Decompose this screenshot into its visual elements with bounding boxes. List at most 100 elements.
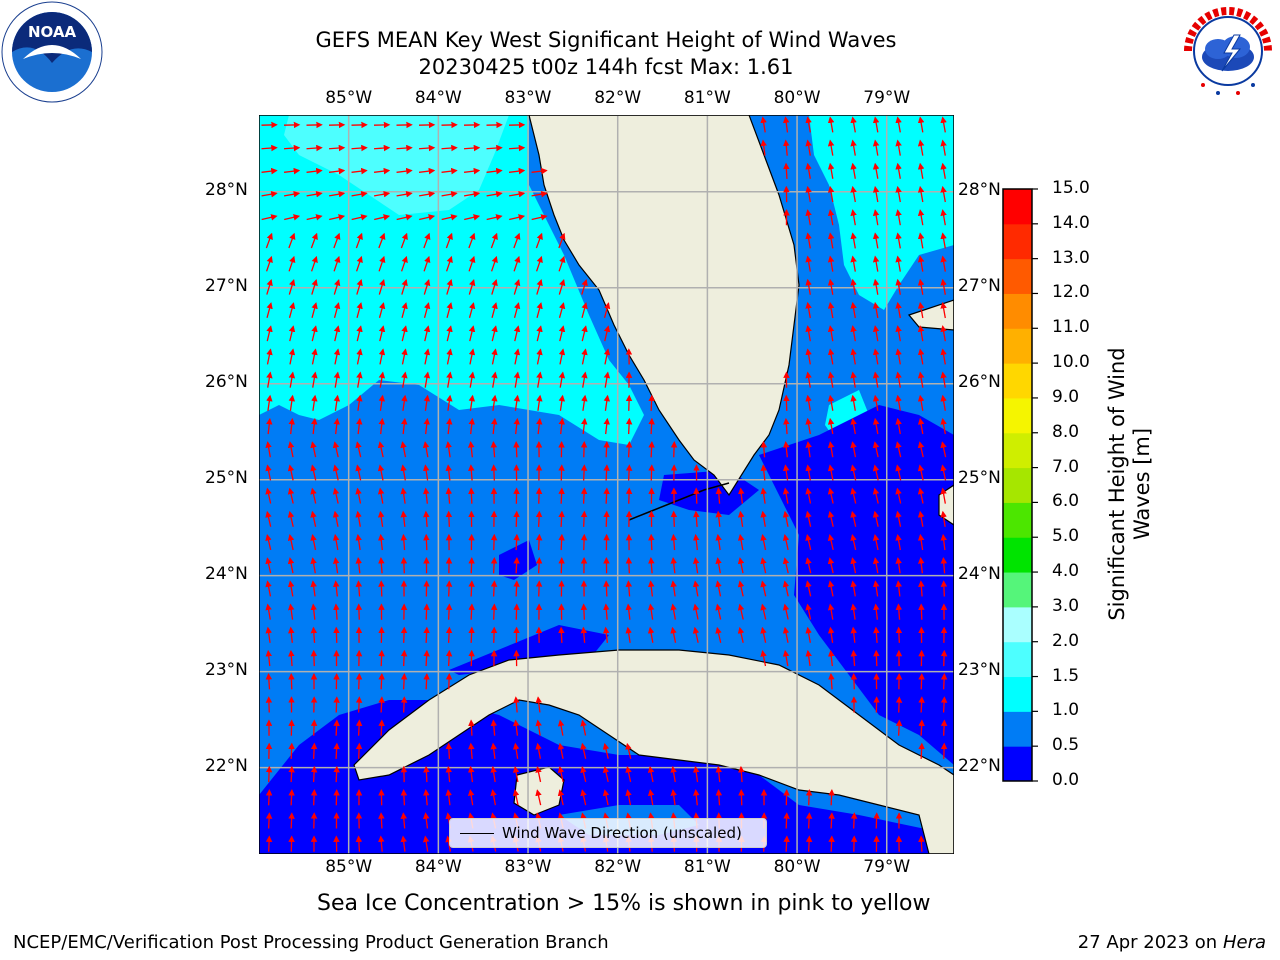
wave-direction-arrow [715,487,723,504]
wave-direction-arrow [805,534,812,551]
wave-direction-arrow [940,487,947,504]
wave-direction-arrow [468,719,475,736]
wave-direction-arrow [265,534,272,551]
wave-direction-arrow [828,835,835,852]
wave-direction-arrow [310,765,318,783]
wave-direction-arrow [378,580,385,597]
colorbar-tick-label: 11.0 [1052,317,1090,338]
wave-direction-arrow [625,765,632,783]
wave-direction-arrow [850,534,857,551]
wave-direction-arrow [940,673,948,690]
wave-direction-arrow [535,487,543,504]
wave-direction-arrow [760,533,767,551]
wave-direction-arrow [760,441,768,458]
wave-direction-arrow [715,533,722,551]
wave-direction-arrow [535,580,543,597]
wave-direction-arrow [625,557,633,574]
wave-direction-arrow [940,185,947,203]
wave-direction-arrow [468,278,476,295]
wave-direction-arrow [378,302,386,319]
wave-direction-arrow [647,765,655,783]
wave-direction-arrow [872,533,880,551]
wave-direction-arrow [828,649,835,667]
wave-direction-arrow [287,510,295,527]
wave-direction-arrow [306,144,323,152]
wave-direction-arrow [288,789,295,806]
wave-direction-arrow [513,278,521,295]
sea-ice-note: Sea Ice Concentration > 15% is shown in … [317,891,931,916]
wave-direction-arrow [328,167,346,175]
wave-direction-arrow [940,255,947,272]
wave-direction-arrow [490,719,498,736]
wave-direction-arrow [490,765,497,783]
lon-label-bottom: 79°W [863,857,911,877]
wave-direction-arrow [423,603,430,620]
wave-direction-arrow [827,232,835,249]
wave-direction-arrow [355,533,362,551]
wave-direction-arrow [445,464,452,481]
wave-direction-arrow [265,789,273,806]
wave-direction-arrow [333,232,341,249]
wave-direction-arrow [581,302,588,319]
wave-direction-arrow [288,417,295,435]
wave-direction-arrow [445,510,453,527]
wave-direction-arrow [625,580,633,597]
wave-direction-arrow [557,766,565,783]
lat-label-right: 27°N [958,275,1001,296]
wave-direction-arrow [783,394,790,411]
wave-direction-arrow [737,533,745,551]
wave-direction-arrow [872,162,880,179]
colorbar-tick-label: 7.0 [1052,456,1080,477]
map-legend: Wind Wave Direction (unscaled) [449,818,767,848]
wave-direction-arrow [783,162,790,179]
wave-direction-arrow [895,603,903,620]
wave-direction-arrow [490,603,498,620]
footer-date: 27 Apr 2023 on Hera [1077,932,1266,953]
wave-direction-arrow [917,185,925,203]
wave-direction-arrow [490,557,498,574]
wave-direction-arrow [310,464,317,481]
wave-direction-arrow [670,789,677,806]
wave-direction-arrow [872,348,880,365]
wave-direction-arrow [265,232,273,249]
wave-direction-arrow [895,325,902,342]
wave-direction-arrow [692,626,700,643]
wave-direction-arrow [422,464,430,481]
wave-direction-arrow [827,580,835,597]
wave-direction-arrow [310,626,318,643]
wind-wave-direction-arrows [261,116,948,852]
wave-direction-arrow [850,325,857,342]
colorbar-tick-label: 0.0 [1052,770,1080,790]
colorbar [1002,188,1038,782]
wave-direction-arrow [288,232,296,249]
wave-direction-arrow [265,441,272,458]
wave-direction-arrow [827,116,835,133]
wave-direction-arrow [333,302,341,319]
wave-direction-arrow [535,742,542,759]
wave-direction-arrow [491,394,498,411]
wave-direction-arrow [401,302,408,319]
noaa-logo-text: NOAA [28,23,77,41]
wave-direction-arrow [850,394,857,411]
colorbar-segment [1003,641,1032,678]
wave-direction-arrow [333,371,341,388]
wave-direction-arrow [827,394,835,411]
wave-direction-arrow [310,441,317,458]
wave-direction-arrow [400,557,408,574]
wave-direction-arrow [873,649,880,667]
wave-direction-arrow [918,603,925,620]
wave-direction-arrow [468,580,475,597]
wave-direction-arrow [310,533,317,551]
wave-direction-arrow [536,302,543,319]
wave-direction-arrow [446,371,453,388]
wave-direction-arrow [288,348,296,365]
wave-direction-arrow [782,534,790,551]
wave-direction-arrow [625,487,633,504]
wave-direction-arrow [603,371,611,388]
wave-direction-arrow [284,191,301,198]
wave-direction-arrow [895,139,902,156]
colorbar-tick-label: 1.0 [1052,700,1080,721]
wave-direction-arrow [827,139,835,156]
lon-label-bottom: 81°W [683,857,731,877]
wave-direction-arrow [782,626,790,643]
